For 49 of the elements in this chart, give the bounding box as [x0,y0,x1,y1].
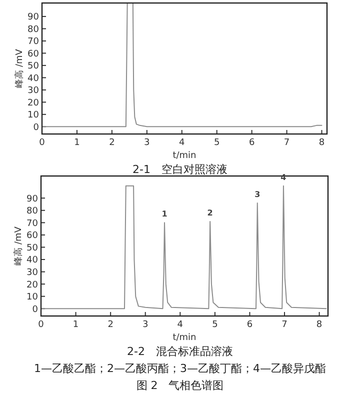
y-tick-label: 10 [28,110,40,121]
y-tick-label: 20 [26,280,38,290]
y-tick-label: 80 [26,206,38,217]
x-tick-label: 4 [177,320,184,330]
y-tick-label: 80 [28,24,40,35]
y-tick-label: 0 [32,304,38,315]
y-tick-label: 10 [26,292,38,303]
y-tick-label: 60 [28,49,40,60]
x-tick-label: 6 [246,320,253,330]
y-axis-title: 峰高 /mV [13,226,24,266]
x-tick-label: 8 [316,320,322,330]
y-tick-label: 0 [33,122,40,133]
annotation: 3 [254,190,260,200]
x-tick-label: 3 [144,138,150,148]
x-tick-label: 1 [72,320,79,330]
x-tick-label: 6 [248,138,255,148]
y-tick-label: 90 [26,194,38,204]
y-tick-label: 60 [26,231,38,242]
y-tick-label: 90 [28,12,40,23]
y-tick-label: 70 [28,37,40,48]
x-tick-label: 7 [282,320,288,330]
y-tick-label: 50 [26,243,38,254]
y-tick-label: 20 [28,98,40,108]
caption: 图 2 气相色谱图 [136,379,224,392]
text: 2-2 混合标准品溶液 [127,345,233,358]
y-tick-label: 40 [26,256,38,266]
y-tick-label: 30 [26,268,38,278]
x-tick-label: 5 [214,138,220,148]
annotation: 1 [162,210,168,219]
x-axis-title: t/min [172,151,196,161]
y-tick-label: 40 [28,74,40,84]
x-tick-label: 8 [318,138,325,148]
y-tick-label: 50 [28,62,40,72]
x-tick-label: 1 [74,138,80,148]
text: 1—乙酸乙酯；2—乙酸丙酯；3—乙酸丁酯；4—乙酸异戊酯 [34,362,326,375]
y-tick-label: 70 [26,218,38,229]
x-tick-label: 4 [179,138,186,148]
annotation: 2-1 空白对照溶液 [132,163,228,176]
line-series [41,185,327,310]
y-tick-label: 30 [28,86,40,96]
x-tick-label: 7 [284,138,290,148]
x-tick-label: 2 [108,320,114,330]
x-tick-label: 2 [109,138,115,148]
y-axis-title: 峰高 /mV [14,48,25,88]
x-tick-label: 3 [142,320,148,330]
annotation: 2 [207,208,213,218]
x-tick-label: 5 [212,320,218,330]
line-series [42,3,322,128]
x-axis-title: t/min [172,333,196,343]
